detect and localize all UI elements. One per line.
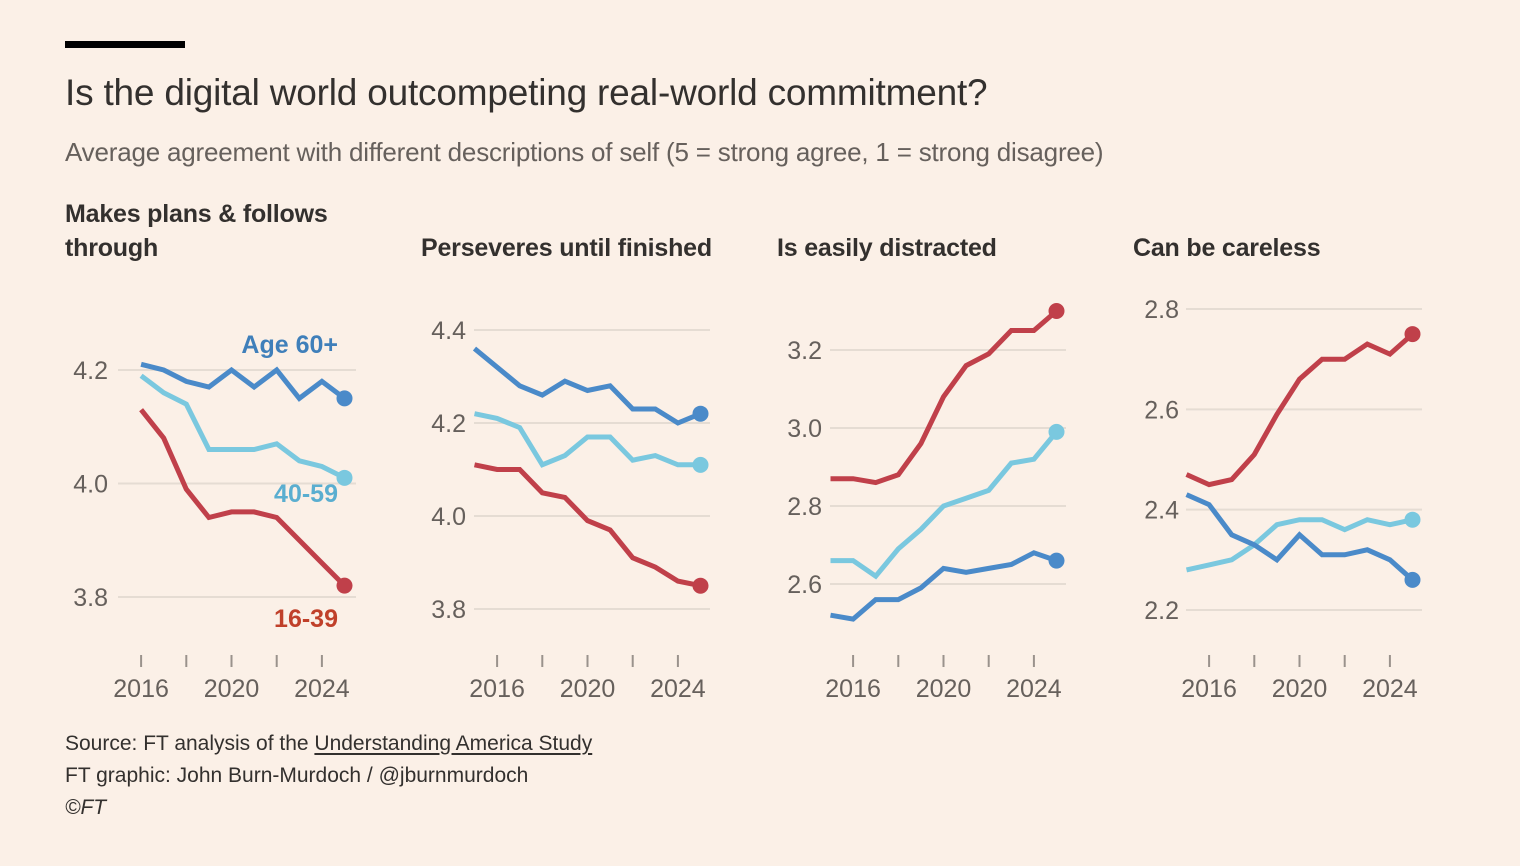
chart-title: Is the digital world outcompeting real-w… <box>65 72 988 113</box>
y-tick-label: 4.2 <box>431 410 466 438</box>
end-point-age-60-plus <box>692 405 709 422</box>
credit-line: FT graphic: John Burn-Murdoch / @jburnmu… <box>65 764 529 787</box>
y-tick-label: 3.0 <box>787 415 822 443</box>
panel-title-careless: Can be careless <box>1133 234 1321 262</box>
panel-title-makes-plans: Makes plans & follows through <box>65 200 328 262</box>
y-tick-label: 2.6 <box>1144 396 1179 424</box>
y-tick-label: 2.8 <box>1144 296 1179 324</box>
end-point-age-60-plus <box>1048 552 1065 569</box>
x-tick-label: 2024 <box>294 675 350 703</box>
end-point-age-16-39 <box>1048 303 1065 319</box>
y-tick-label: 2.2 <box>1144 597 1179 625</box>
source-line: Source: FT analysis of the Understanding… <box>65 728 592 760</box>
series-line-age-60-plus <box>830 550 1058 622</box>
ft-brand-bar <box>65 41 185 48</box>
y-tick-label: 2.4 <box>1144 497 1179 525</box>
series-line-age-40-59 <box>473 411 701 468</box>
x-tick-label: 2024 <box>650 675 706 703</box>
series-line-age-60-plus <box>1185 492 1415 582</box>
footer: Source: FT analysis of the Understanding… <box>65 728 592 824</box>
x-tick-label: 2024 <box>1362 675 1418 703</box>
y-tick-label: 4.0 <box>73 471 108 499</box>
x-tick-label: 2020 <box>1272 675 1328 703</box>
x-tick-label: 2024 <box>1006 675 1062 703</box>
y-tick-label: 4.0 <box>431 503 466 531</box>
end-point-age-16-39 <box>336 577 353 594</box>
chart-subtitle: Average agreement with different descrip… <box>65 137 1104 167</box>
y-tick-label: 3.8 <box>73 584 108 612</box>
series-line-age-40-59 <box>139 373 346 481</box>
series-line-age-60-plus <box>140 361 347 402</box>
series-line-age-40-59 <box>1185 517 1414 573</box>
series-label-age-16-39: 16-39 <box>274 605 338 633</box>
y-tick-label: 4.2 <box>73 357 108 385</box>
y-tick-label: 2.8 <box>787 493 822 521</box>
end-point-age-40-59 <box>1404 511 1421 528</box>
y-tick-label: 4.4 <box>431 317 466 345</box>
end-point-age-16-39 <box>692 577 709 594</box>
end-point-age-40-59 <box>692 456 709 473</box>
x-tick-label: 2020 <box>560 675 616 703</box>
series-line-age-16-39 <box>139 408 347 588</box>
x-tick-label: 2020 <box>204 675 260 703</box>
end-point-age-40-59 <box>336 469 353 486</box>
copyright: ©FT <box>65 796 107 819</box>
series-label-age-60-plus: Age 60+ <box>241 331 338 359</box>
end-point-age-60-plus <box>336 390 353 407</box>
end-point-age-16-39 <box>1404 326 1421 343</box>
y-tick-label: 3.2 <box>787 337 822 365</box>
end-point-age-60-plus <box>1404 571 1421 588</box>
x-tick-label: 2016 <box>113 675 169 703</box>
x-tick-label: 2020 <box>916 675 972 703</box>
source-prefix: Source: FT analysis of the <box>65 732 315 755</box>
y-tick-label: 2.6 <box>787 571 822 599</box>
x-tick-label: 2016 <box>1181 675 1237 703</box>
series-line-age-40-59 <box>830 430 1059 580</box>
series-line-age-16-39 <box>1185 332 1415 488</box>
series-line-age-16-39 <box>830 309 1059 486</box>
x-tick-label: 2016 <box>825 675 881 703</box>
panel-title-perseveres: Perseveres until finished <box>421 234 712 262</box>
series-label-age-40-59: 40-59 <box>274 480 338 508</box>
series-line-age-60-plus <box>472 346 702 426</box>
end-point-age-40-59 <box>1048 423 1065 440</box>
series-line-age-16-39 <box>473 462 701 589</box>
source-link[interactable]: Understanding America Study <box>314 732 593 755</box>
y-tick-label: 3.8 <box>431 596 466 624</box>
x-tick-label: 2016 <box>469 675 525 703</box>
panel-title-easily-distracted: Is easily distracted <box>777 234 997 262</box>
